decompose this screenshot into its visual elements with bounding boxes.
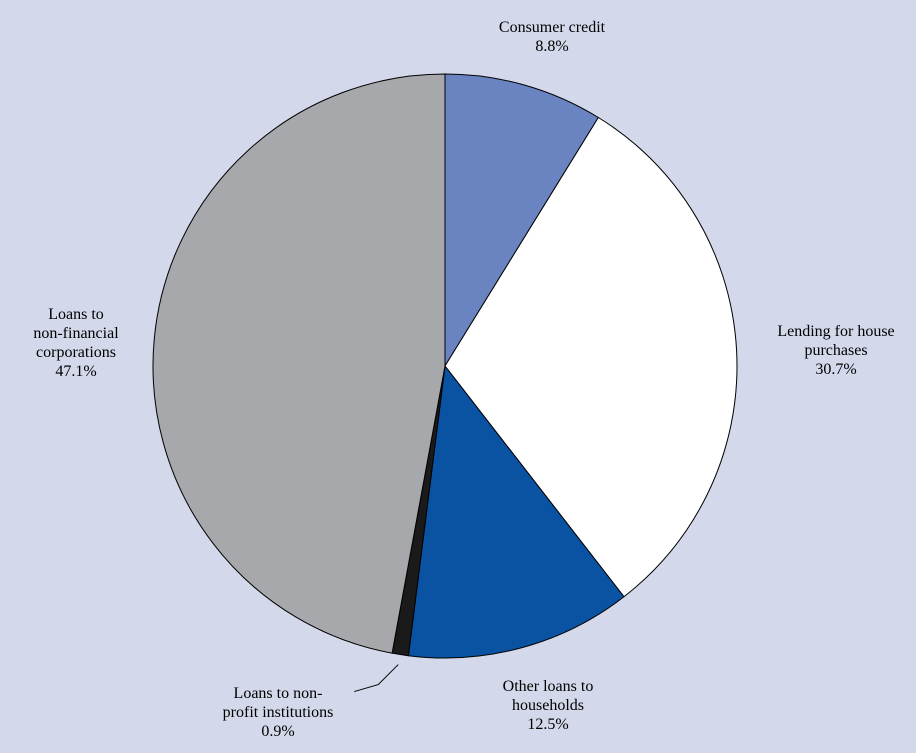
slice-label-line: corporations bbox=[36, 344, 116, 361]
slice-value-label: 0.9% bbox=[261, 723, 295, 740]
slice-label-line: Lending for house bbox=[777, 323, 895, 340]
slice-label-other-loans-to-households: Other loans to households 12.5% bbox=[503, 677, 594, 734]
slice-label-line: Consumer credit bbox=[498, 19, 606, 36]
slice-label-line: households bbox=[512, 697, 584, 714]
slice-label-line: purchases bbox=[804, 342, 868, 359]
pie-slice-lending-for-house-purchases bbox=[444, 116, 738, 598]
slice-value-label: 47.1% bbox=[55, 363, 97, 380]
slice-value-label: 30.7% bbox=[815, 361, 857, 378]
slice-label-lending-for-house-purchases: Lending for house purchases 30.7% bbox=[777, 322, 894, 379]
slice-label-line: profit institutions bbox=[222, 704, 334, 721]
slice-value-label: 8.8% bbox=[535, 38, 569, 55]
pie-slice-loans-to-non-financial-corporations bbox=[152, 73, 446, 654]
slice-label-loans-to-non-financial-corporations: Loans to non-financial corporations 47.1… bbox=[33, 305, 118, 381]
slice-label-line: Other loans to bbox=[502, 678, 594, 695]
leader-line-non-profit bbox=[354, 664, 399, 693]
pie-slice-consumer-credit bbox=[444, 73, 600, 368]
slice-label-line: non-financial bbox=[33, 325, 119, 342]
slice-label-line: Loans to bbox=[48, 306, 104, 323]
slice-label-line: Loans to non- bbox=[233, 685, 323, 702]
slice-value-label: 12.5% bbox=[527, 716, 569, 733]
slice-label-consumer-credit: Consumer credit 8.8% bbox=[499, 18, 605, 56]
pie-slice-other-loans-to-households bbox=[407, 364, 625, 659]
slice-label-loans-to-non-profit-institutions: Loans to non- profit institutions 0.9% bbox=[223, 684, 334, 741]
